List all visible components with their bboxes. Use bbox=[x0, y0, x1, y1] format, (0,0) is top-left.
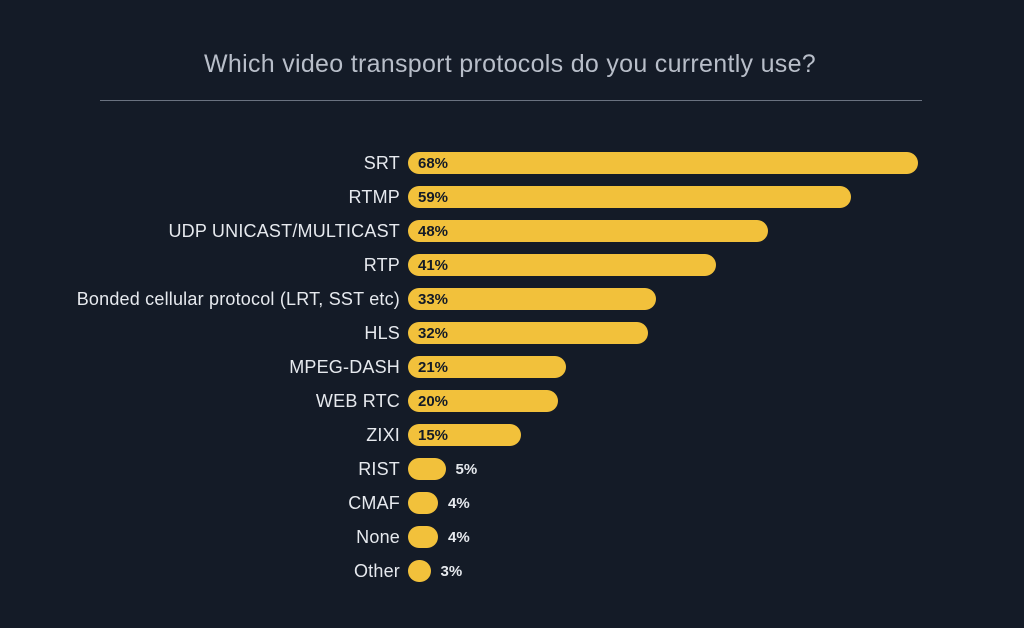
bar: 15% bbox=[408, 424, 521, 446]
bar-label: UDP UNICAST/MULTICAST bbox=[0, 221, 408, 242]
bar: 3% bbox=[408, 560, 431, 582]
bar-value: 48% bbox=[408, 223, 448, 240]
bar-label: Bonded cellular protocol (LRT, SST etc) bbox=[0, 289, 408, 310]
bar-value: 59% bbox=[408, 189, 448, 206]
bar: 59% bbox=[408, 186, 851, 208]
chart-title: Which video transport protocols do you c… bbox=[125, 50, 895, 79]
bar-value: 41% bbox=[408, 257, 448, 274]
bar-label: HLS bbox=[0, 323, 408, 344]
bar: 4% bbox=[408, 526, 438, 548]
bar: 20% bbox=[408, 390, 558, 412]
bar: 68% bbox=[408, 152, 918, 174]
bar-label: ZIXI bbox=[0, 425, 408, 446]
bar-label: SRT bbox=[0, 153, 408, 174]
bar-row: ZIXI15% bbox=[0, 422, 1024, 448]
bar-row: RIST5% bbox=[0, 456, 1024, 482]
bar-row: None4% bbox=[0, 524, 1024, 550]
bar: 4% bbox=[408, 492, 438, 514]
bar-label: MPEG-DASH bbox=[0, 357, 408, 378]
bar-row: HLS32% bbox=[0, 320, 1024, 346]
bar-row: UDP UNICAST/MULTICAST48% bbox=[0, 218, 1024, 244]
bar-row: CMAF4% bbox=[0, 490, 1024, 516]
bar-chart: SRT68%RTMP59%UDP UNICAST/MULTICAST48%RTP… bbox=[0, 150, 1024, 592]
bar-value: 5% bbox=[446, 461, 478, 478]
bar-value: 3% bbox=[431, 563, 463, 580]
bar-value: 32% bbox=[408, 325, 448, 342]
bar-label: RTMP bbox=[0, 187, 408, 208]
bar: 21% bbox=[408, 356, 566, 378]
bar-label: Other bbox=[0, 561, 408, 582]
bar-value: 21% bbox=[408, 359, 448, 376]
bar-row: WEB RTC20% bbox=[0, 388, 1024, 414]
bar: 32% bbox=[408, 322, 648, 344]
bar-value: 20% bbox=[408, 393, 448, 410]
bar: 48% bbox=[408, 220, 768, 242]
bar-row: RTP41% bbox=[0, 252, 1024, 278]
bar-value: 68% bbox=[408, 155, 448, 172]
bar: 41% bbox=[408, 254, 716, 276]
bar-value: 15% bbox=[408, 427, 448, 444]
bar: 33% bbox=[408, 288, 656, 310]
bar-row: Other3% bbox=[0, 558, 1024, 584]
bar-label: None bbox=[0, 527, 408, 548]
bar-value: 33% bbox=[408, 291, 448, 308]
bar-row: SRT68% bbox=[0, 150, 1024, 176]
bar-row: Bonded cellular protocol (LRT, SST etc)3… bbox=[0, 286, 1024, 312]
title-rule bbox=[100, 100, 922, 101]
bar-label: RTP bbox=[0, 255, 408, 276]
bar-row: MPEG-DASH21% bbox=[0, 354, 1024, 380]
bar-value: 4% bbox=[438, 495, 470, 512]
bar-label: WEB RTC bbox=[0, 391, 408, 412]
bar-label: RIST bbox=[0, 459, 408, 480]
bar: 5% bbox=[408, 458, 446, 480]
bar-row: RTMP59% bbox=[0, 184, 1024, 210]
bar-label: CMAF bbox=[0, 493, 408, 514]
bar-value: 4% bbox=[438, 529, 470, 546]
